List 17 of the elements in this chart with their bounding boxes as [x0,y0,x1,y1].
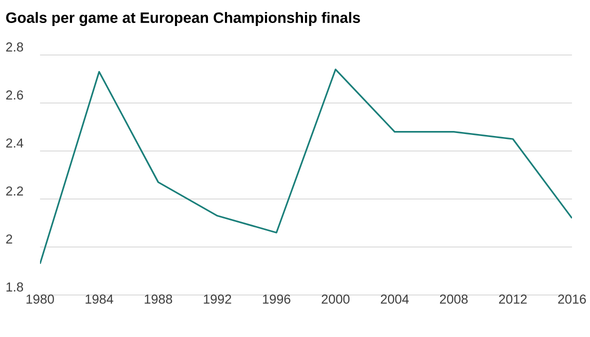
y-tick-label: 1.8 [6,282,24,292]
chart-title: Goals per game at European Championship finals [6,12,360,26]
x-tick-label: 1992 [204,294,232,304]
x-tick-label: 2012 [499,294,527,304]
x-tick-label: 1984 [86,294,114,304]
x-tick-label: 1988 [144,294,172,304]
y-tick-label: 2.6 [6,90,24,100]
y-tick-label: 2.2 [6,186,23,196]
y-tick-label: 2.4 [6,138,24,148]
x-tick-label: 2004 [380,294,409,304]
x-tick-label: 1996 [262,294,290,304]
y-tick-label: 2 [6,234,12,244]
y-tick-label: 2.8 [6,42,24,52]
x-tick-label: 2008 [440,294,468,304]
x-tick-label: 2016 [558,294,586,304]
x-tick-label: 1980 [26,294,54,304]
x-tick-label: 2000 [322,294,350,304]
